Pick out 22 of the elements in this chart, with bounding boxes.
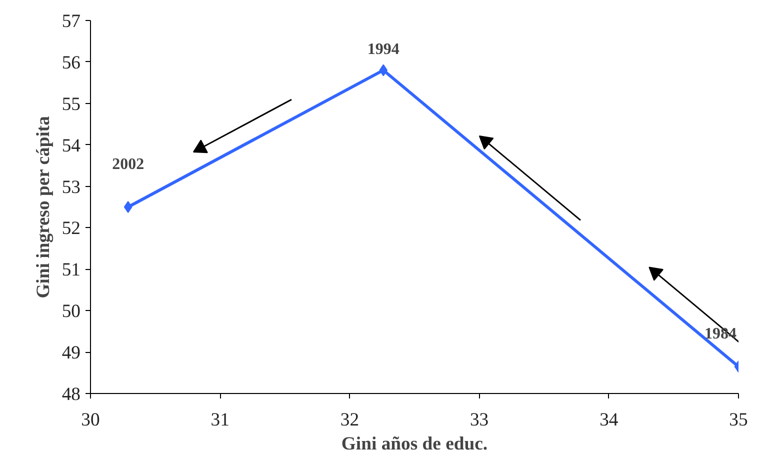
annotation: 1994: [367, 41, 400, 58]
y-tick-label: 50: [62, 301, 80, 322]
y-tick-label: 56: [62, 52, 80, 74]
x-tick-label: 31: [210, 410, 230, 430]
y-axis-title: Gini ingreso per cápita: [32, 115, 54, 298]
y-tick-label: 53: [62, 176, 80, 198]
x-tick-label: 34: [600, 410, 619, 430]
annotation: 2002: [112, 156, 144, 173]
y-tick-label: 54: [62, 135, 82, 156]
x-tick-label: 30: [81, 410, 100, 430]
y-tick-label: 51: [62, 260, 80, 281]
y-tick-label: 57: [62, 11, 80, 32]
x-tick-label: 35: [729, 410, 748, 430]
point: [379, 64, 388, 76]
y-tick-label: 48: [62, 384, 80, 405]
y-tick-label: 49: [62, 342, 80, 364]
x-tick-label: 33: [470, 410, 489, 430]
point: [124, 201, 132, 213]
x-axis-title: Gini años de educ.: [341, 434, 488, 454]
y-tick-label: 52: [62, 218, 80, 240]
y-tick-label: 55: [62, 94, 80, 115]
x-tick-label: 32: [340, 410, 360, 430]
